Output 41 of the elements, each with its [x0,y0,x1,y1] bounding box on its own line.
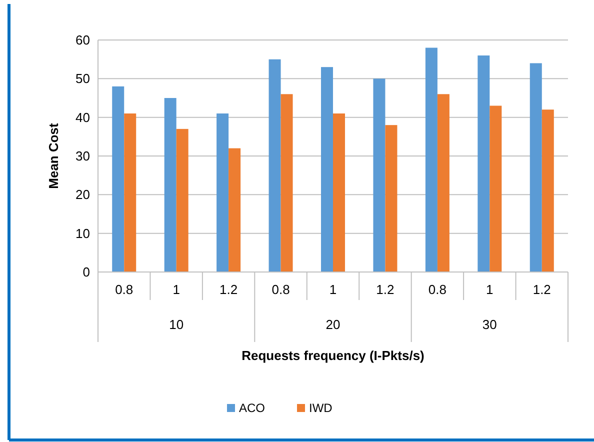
bar [228,148,241,272]
y-tick-label: 0 [82,264,90,280]
y-tick-label: 20 [76,187,90,202]
bar [176,128,188,272]
bar [164,98,176,272]
x-axis-title: Requests frequency (I-Pkts/s) [242,348,424,363]
bar [280,94,293,272]
x-tick-label: 1.2 [532,282,551,297]
x-tick-label: 1 [172,282,180,297]
legend-label: ACO [239,401,266,416]
bar [112,86,124,272]
text: 20 [326,317,340,332]
bar [216,113,229,272]
bar [542,110,554,272]
y-tick-label: 30 [76,148,90,164]
bar [530,63,542,272]
bar [490,106,502,272]
bar [124,113,136,272]
y-tick-label: 10 [76,226,90,241]
legend-label: IWD [309,401,333,416]
bar [385,125,398,272]
text: 30 [482,317,497,332]
y-tick-label: 40 [76,110,90,125]
y-tick-label: 60 [76,32,90,48]
x-tick-label: 0.8 [428,282,446,297]
bar [321,67,333,272]
text: 10 [169,317,184,332]
y-tick-label: 50 [76,71,90,86]
x-tick-label: 1 [329,282,337,297]
bar [437,94,450,272]
y-axis-title: Mean Cost [46,122,61,189]
bar [478,55,490,272]
bar [425,48,438,272]
x-tick-label: 1.2 [220,282,238,297]
bar [333,113,345,272]
bar [373,78,386,272]
bar [268,59,281,272]
x-tick-label: 0.8 [272,282,290,297]
x-tick-label: 0.8 [115,282,134,297]
x-tick-label: 1 [486,282,494,297]
x-tick-label: 1.2 [376,282,394,297]
